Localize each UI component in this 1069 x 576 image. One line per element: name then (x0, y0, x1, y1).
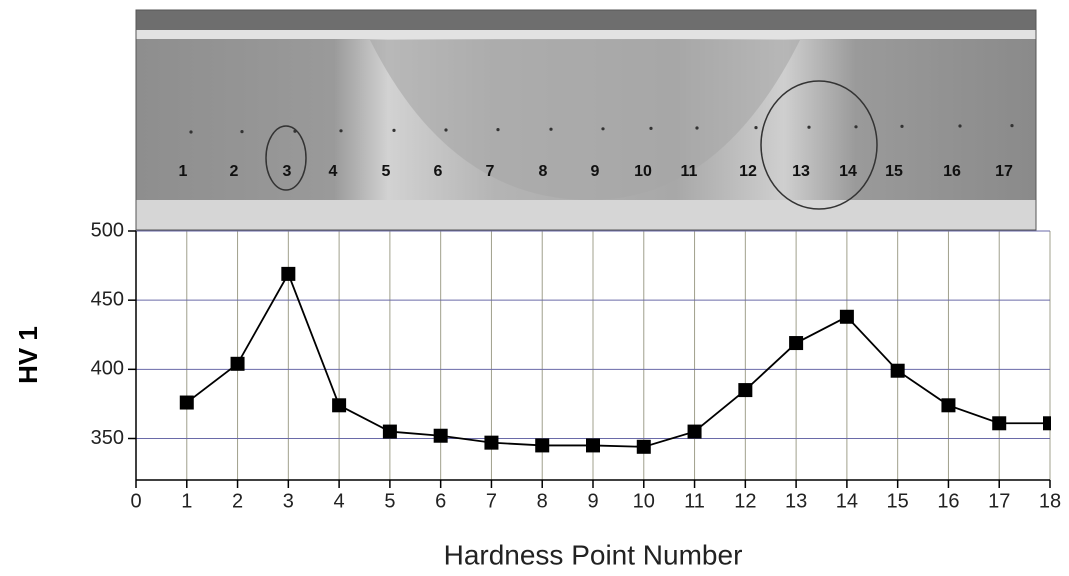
indent (695, 126, 698, 129)
data-point (637, 440, 651, 454)
indent (754, 126, 757, 129)
data-point (180, 396, 194, 410)
photo-label: 12 (739, 163, 757, 180)
photo-label: 13 (792, 163, 810, 180)
indent (240, 130, 243, 133)
photo-bottom (136, 200, 1036, 230)
indent (339, 129, 342, 132)
photo-label: 10 (634, 163, 652, 180)
x-tick-label: 15 (887, 490, 909, 512)
indent (293, 130, 296, 133)
data-point (383, 425, 397, 439)
y-tick-label: 400 (91, 358, 124, 380)
y-tick-label: 450 (91, 288, 124, 310)
photo-label: 9 (591, 163, 600, 180)
edge-mask (1051, 221, 1069, 475)
indent (900, 125, 903, 128)
indent (549, 128, 552, 131)
x-tick-label: 9 (587, 490, 598, 512)
x-tick-label: 12 (734, 490, 756, 512)
photo-label: 2 (230, 163, 239, 180)
photo-label: 16 (943, 163, 961, 180)
photo-top (136, 10, 1036, 30)
photo-label: 5 (382, 163, 391, 180)
photo-label: 1 (179, 163, 188, 180)
x-tick-label: 6 (435, 490, 446, 512)
x-tick-label: 14 (836, 490, 858, 512)
x-tick-label: 13 (785, 490, 807, 512)
photo-label: 17 (995, 163, 1013, 180)
indent (958, 124, 961, 127)
data-point (941, 398, 955, 412)
x-tick-label: 4 (334, 490, 345, 512)
x-tick-label: 17 (988, 490, 1010, 512)
x-tick-label: 10 (633, 490, 655, 512)
indent (189, 130, 192, 133)
x-axis-title: Hardness Point Number (444, 539, 743, 570)
chart: 1234567891011121314151617 HV 1 Hardness … (0, 0, 1069, 576)
x-tick-label: 1 (181, 490, 192, 512)
data-point (484, 436, 498, 450)
x-tick-label: 2 (232, 490, 243, 512)
photo-label: 15 (885, 163, 903, 180)
data-point (789, 336, 803, 350)
data-point (281, 267, 295, 281)
data-point (840, 310, 854, 324)
data-point (586, 438, 600, 452)
x-tick-label: 0 (130, 490, 141, 512)
indent (1010, 124, 1013, 127)
data-point (332, 398, 346, 412)
photo-label: 14 (839, 163, 857, 180)
x-tick-label: 11 (684, 490, 705, 512)
indent (392, 129, 395, 132)
indent (444, 128, 447, 131)
photo-edge (136, 30, 1036, 39)
photo-label: 4 (329, 163, 338, 180)
x-tick-label: 7 (486, 490, 497, 512)
x-tick-label: 3 (283, 490, 294, 512)
x-tick-label: 18 (1039, 490, 1061, 512)
data-point (738, 383, 752, 397)
x-tick-label: 5 (384, 490, 395, 512)
photo-label: 11 (681, 163, 698, 180)
data-point (434, 429, 448, 443)
data-point (231, 357, 245, 371)
y-tick-label: 500 (91, 219, 124, 241)
data-point (891, 364, 905, 378)
y-tick-label: 350 (91, 427, 124, 449)
photo-label: 3 (283, 163, 292, 180)
indent (807, 126, 810, 129)
photo-label: 7 (486, 163, 495, 180)
indent (854, 125, 857, 128)
indent (496, 128, 499, 131)
data-point (535, 438, 549, 452)
indent (601, 127, 604, 130)
photo-label: 6 (434, 163, 443, 180)
x-tick-label: 16 (937, 490, 959, 512)
indent (649, 127, 652, 130)
photo-label: 8 (539, 163, 548, 180)
data-point (992, 416, 1006, 430)
data-point (688, 425, 702, 439)
y-axis-title: HV 1 (13, 326, 43, 384)
x-tick-label: 8 (537, 490, 548, 512)
